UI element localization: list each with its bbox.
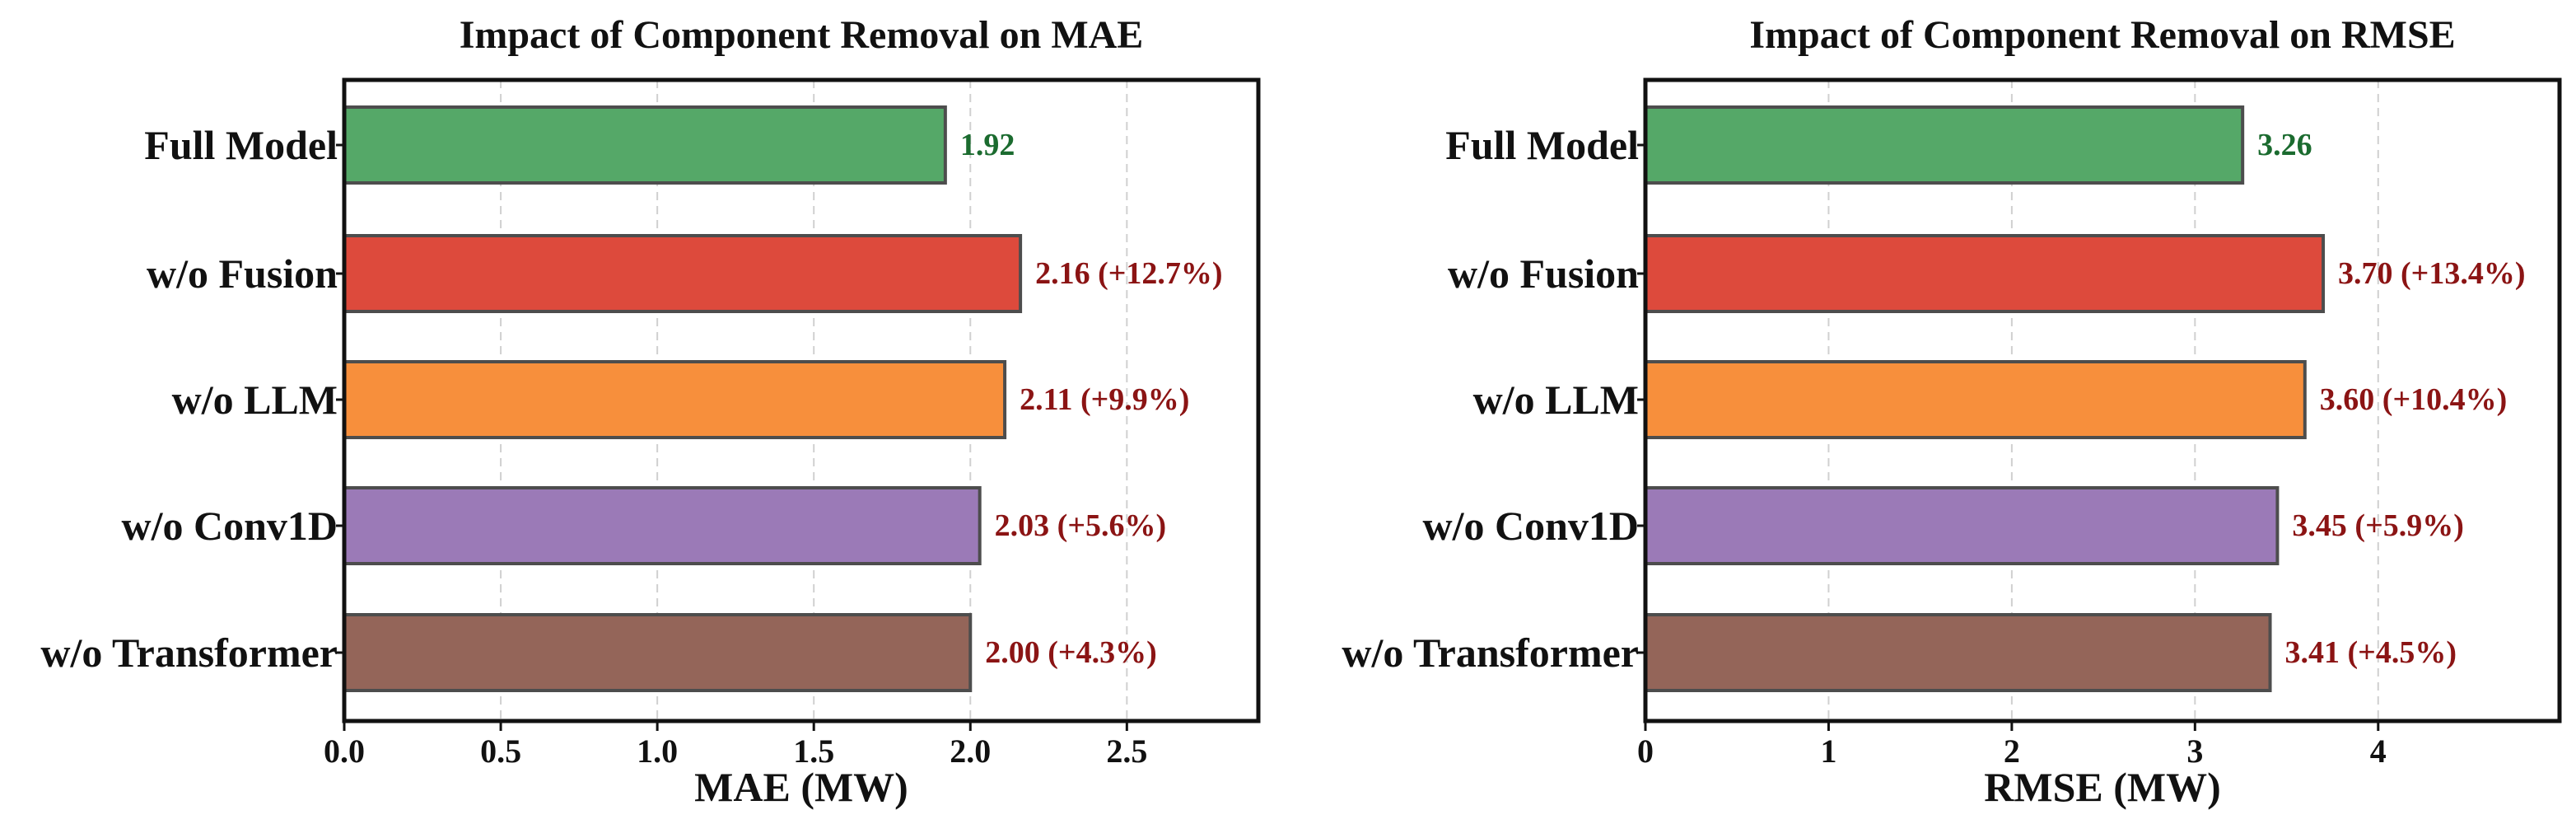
rmse-chart-panel: 3.26 3.70 (+13.4%) 3.60 (+10.4%) 3.45 (+5.9… bbox=[1342, 13, 2562, 810]
mae-x-tick-label: 2.5 bbox=[1106, 733, 1147, 770]
rmse-bar bbox=[1644, 360, 2307, 439]
rmse-plot-frame bbox=[1643, 77, 2562, 723]
rmse-category-label: Full Model bbox=[1445, 122, 1639, 168]
rmse-bar bbox=[1644, 486, 2280, 565]
mae-bar-value-label: 1.92 bbox=[960, 128, 1015, 162]
mae-bar-value-label: 2.03 (+5.6%) bbox=[995, 508, 1166, 543]
mae-plot-frame bbox=[342, 77, 1261, 723]
mae-bar bbox=[343, 234, 1023, 313]
mae-bar bbox=[343, 105, 947, 185]
rmse-category-label: w/o Transformer bbox=[1342, 630, 1639, 676]
mae-bar-value-label: 2.00 (+4.3%) bbox=[985, 635, 1156, 670]
rmse-x-tick-label: 2 bbox=[2004, 733, 2020, 770]
mae-x-tick-label: 0.5 bbox=[480, 733, 521, 770]
mae-category-label: w/o Fusion bbox=[147, 250, 338, 297]
mae-category-label: w/o Transformer bbox=[40, 630, 338, 676]
rmse-x-tick-label: 0 bbox=[1637, 733, 1654, 770]
mae-category-label: w/o LLM bbox=[172, 377, 338, 423]
rmse-bar-value-label: 3.60 (+10.4%) bbox=[2320, 382, 2507, 417]
mae-x-tick-label: 2.0 bbox=[950, 733, 991, 770]
mae-x-tick-label: 1.5 bbox=[793, 733, 834, 770]
rmse-x-tick-label: 1 bbox=[1820, 733, 1836, 770]
rmse-bar-value-label: 3.70 (+13.4%) bbox=[2338, 256, 2525, 291]
mae-category-label: Full Model bbox=[144, 122, 338, 168]
rmse-bar-value-label: 3.45 (+5.9%) bbox=[2292, 508, 2463, 543]
mae-x-tick-label: 0.0 bbox=[324, 733, 365, 770]
rmse-bar bbox=[1644, 105, 2245, 185]
mae-category-label: w/o Conv1D bbox=[121, 503, 338, 549]
rmse-bar-value-label: 3.26 bbox=[2257, 128, 2312, 162]
mae-chart-title: Impact of Component Removal on MAE bbox=[460, 13, 1144, 57]
mae-chart-panel: 1.92 2.16 (+12.7%) 2.11 (+9.9%) 2.03 (+5.6%… bbox=[40, 13, 1261, 810]
mae-bar bbox=[343, 613, 973, 692]
mae-bar bbox=[343, 360, 1007, 439]
mae-x-axis-label: MAE (MW) bbox=[694, 764, 908, 810]
rmse-chart-title: Impact of Component Removal on RMSE bbox=[1749, 13, 2455, 57]
mae-x-tick-label: 1.0 bbox=[637, 733, 678, 770]
rmse-x-axis-label: RMSE (MW) bbox=[1984, 764, 2220, 810]
rmse-category-label: w/o Fusion bbox=[1448, 250, 1639, 297]
rmse-bar bbox=[1644, 234, 2326, 313]
rmse-category-label: w/o Conv1D bbox=[1422, 503, 1639, 549]
mae-bar-value-label: 2.16 (+12.7%) bbox=[1035, 256, 1222, 291]
rmse-bar bbox=[1644, 613, 2272, 692]
rmse-x-tick-label: 3 bbox=[2186, 733, 2203, 770]
rmse-x-tick-label: 4 bbox=[2370, 733, 2387, 770]
rmse-category-label: w/o LLM bbox=[1473, 377, 1639, 423]
mae-bar-value-label: 2.11 (+9.9%) bbox=[1020, 382, 1189, 417]
mae-bar bbox=[343, 486, 982, 565]
rmse-bar-value-label: 3.41 (+4.5%) bbox=[2285, 635, 2457, 670]
